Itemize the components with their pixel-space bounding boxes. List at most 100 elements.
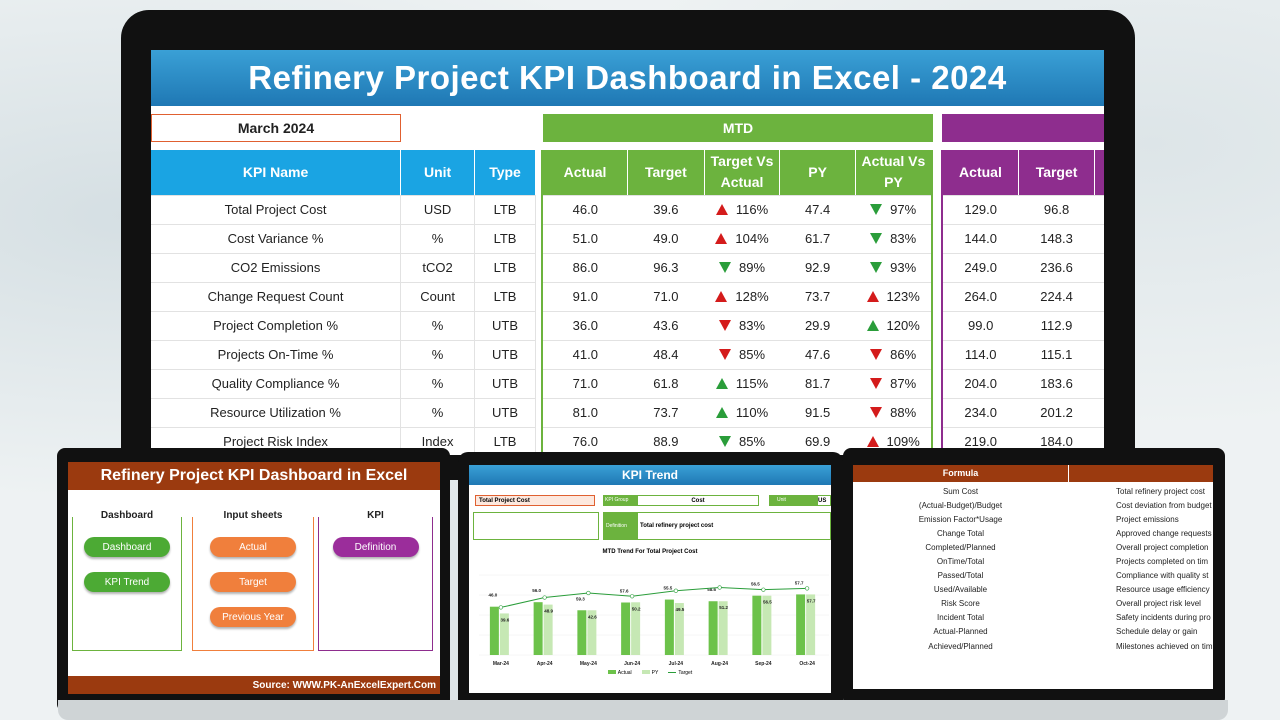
nav-screen: Refinery Project KPI Dashboard in Excel … bbox=[68, 462, 440, 694]
down-arrow-icon bbox=[870, 233, 883, 244]
dashboard-button[interactable]: Dashboard bbox=[84, 537, 170, 557]
formula-header: Formula bbox=[853, 465, 1213, 482]
data-label: 55.5 bbox=[663, 586, 672, 591]
mtd-py-cell: 69.9 bbox=[779, 427, 856, 455]
data-label: 56.5 bbox=[751, 582, 760, 587]
mtd-actual-cell: 76.0 bbox=[542, 427, 628, 455]
type-cell: LTB bbox=[474, 427, 536, 455]
type-cell: UTB bbox=[474, 369, 536, 399]
actual-bar bbox=[577, 610, 587, 655]
definition-button[interactable]: Definition bbox=[332, 537, 419, 557]
list-item: Emission Factor*Usage Project emissions bbox=[853, 512, 1213, 526]
table-row: 129.0 96.8 bbox=[942, 195, 1104, 225]
formula-cell: Achieved/Planned bbox=[928, 641, 993, 651]
ytd-actual-cell: 249.0 bbox=[942, 253, 1019, 283]
definition-cell: Total refinery project cost bbox=[1116, 486, 1205, 496]
target-vs-actual-cell: 85% bbox=[704, 427, 780, 455]
legend-target: Target bbox=[668, 670, 692, 676]
py-bar bbox=[631, 602, 641, 655]
mtd-target-cell: 96.3 bbox=[627, 253, 705, 283]
table-row: 36.0 43.6 83% 29.9 120% bbox=[542, 311, 932, 341]
ytd-more-cell bbox=[1094, 282, 1104, 312]
down-arrow-icon bbox=[870, 349, 883, 360]
ytd-header bbox=[942, 114, 1104, 142]
col-mtd-target-vs-actual: Target Vs Actual bbox=[704, 150, 781, 196]
mtd-target-cell: 39.6 bbox=[627, 195, 705, 225]
down-arrow-icon bbox=[719, 349, 732, 360]
table-row: Resource Utilization % % UTB bbox=[151, 398, 536, 428]
actual-vs-py-cell: 88% bbox=[855, 398, 932, 428]
kpi-name-cell: Total Project Cost bbox=[151, 195, 402, 225]
definition-cell: Approved change requests bbox=[1116, 528, 1212, 538]
ytd-actual-cell: 99.0 bbox=[942, 311, 1019, 341]
up-arrow-icon bbox=[866, 436, 879, 447]
list-item: Incident Total Safety incidents during p… bbox=[853, 611, 1213, 625]
py-bar bbox=[674, 603, 684, 655]
unit-cell: % bbox=[400, 340, 476, 370]
col-ytd-more bbox=[1094, 150, 1104, 196]
col-mtd-actual: Actual bbox=[542, 150, 629, 196]
col-mtd-target: Target bbox=[627, 150, 705, 196]
ytd-target-cell: 148.3 bbox=[1018, 224, 1095, 254]
kpi-name-cell: Quality Compliance % bbox=[151, 369, 402, 399]
target-vs-actual-cell: 89% bbox=[704, 253, 780, 283]
dashboard-title: Refinery Project KPI Dashboard in Excel … bbox=[151, 50, 1104, 106]
legend-py: PY bbox=[641, 670, 658, 676]
nav-title: Refinery Project KPI Dashboard in Excel bbox=[68, 462, 440, 490]
formula-screen: Formula Sum Cost Total refinery project … bbox=[853, 465, 1213, 689]
py-bar bbox=[587, 610, 597, 655]
ytd-actual-cell: 204.0 bbox=[942, 369, 1019, 399]
col-ytd-actual: Actual bbox=[942, 150, 1019, 196]
actual-sheet-button[interactable]: Actual bbox=[210, 537, 296, 557]
py-bar bbox=[762, 595, 772, 655]
actual-vs-py-cell: 123% bbox=[855, 282, 932, 312]
definition-cell: Schedule delay or gain bbox=[1116, 627, 1198, 637]
kpi-select[interactable]: Total Project Cost bbox=[475, 495, 595, 506]
ytd-actual-cell: 114.0 bbox=[942, 340, 1019, 370]
definition-cell: Overall project risk level bbox=[1116, 599, 1201, 609]
mtd-header: MTD bbox=[543, 114, 933, 142]
target-line bbox=[500, 586, 808, 608]
down-arrow-icon bbox=[870, 407, 883, 418]
x-tick-label: Jun-24 bbox=[624, 661, 640, 667]
ytd-target-cell: 115.1 bbox=[1018, 340, 1095, 370]
down-arrow-icon bbox=[870, 262, 883, 273]
target-point bbox=[498, 605, 503, 610]
target-point bbox=[630, 594, 635, 599]
col-mtd-actual-vs-py: Actual Vs PY bbox=[855, 150, 933, 196]
ytd-actual-cell: 144.0 bbox=[942, 224, 1019, 254]
previous-year-button[interactable]: Previous Year bbox=[210, 607, 296, 627]
chart-legend: Actual PY Target bbox=[469, 670, 831, 676]
target-vs-actual-cell: 104% bbox=[704, 224, 780, 254]
formula-cell: Actual-Planned bbox=[933, 627, 988, 637]
definition-value: Total refinery project cost bbox=[637, 512, 831, 540]
table-row: 264.0 224.4 bbox=[942, 282, 1104, 312]
actual-bar bbox=[621, 602, 631, 655]
main-dashboard-screen: Refinery Project KPI Dashboard in Excel … bbox=[151, 50, 1104, 455]
formula-cell: Completed/Planned bbox=[925, 542, 996, 552]
definition-cell: Compliance with quality st bbox=[1116, 571, 1209, 581]
table-row: 86.0 96.3 89% 92.9 93% bbox=[542, 253, 932, 283]
data-label: 50.2 bbox=[632, 606, 641, 611]
kpi-trend-button[interactable]: KPI Trend bbox=[84, 572, 170, 592]
kpi-name-cell: Change Request Count bbox=[151, 282, 402, 312]
mtd-target-cell: 61.8 bbox=[627, 369, 705, 399]
mtd-trend-chart: 46.0 39.6 Mar-24 56.0 48.9 Apr-24 59.3 42.6 May-… bbox=[479, 574, 829, 667]
definition-cell: Safety incidents during pro bbox=[1116, 613, 1211, 623]
down-arrow-icon bbox=[870, 378, 883, 389]
mtd-py-cell: 47.4 bbox=[779, 195, 856, 225]
group-input-sheets: Input sheets Actual Target Previous Year bbox=[192, 510, 314, 651]
down-arrow-icon bbox=[719, 262, 732, 273]
up-arrow-icon bbox=[715, 291, 728, 302]
table-row: 249.0 236.6 bbox=[942, 253, 1104, 283]
target-sheet-button[interactable]: Target bbox=[210, 572, 296, 592]
mtd-target-cell: 71.0 bbox=[627, 282, 705, 312]
ytd-more-cell bbox=[1094, 340, 1104, 370]
table-row: 71.0 61.8 115% 81.7 87% bbox=[542, 369, 932, 399]
data-label: 57.7 bbox=[795, 580, 804, 585]
mtd-actual-cell: 81.0 bbox=[542, 398, 628, 428]
month-selector[interactable]: March 2024 bbox=[151, 114, 401, 142]
mtd-py-cell: 29.9 bbox=[779, 311, 856, 341]
kpi-name-cell: Project Completion % bbox=[151, 311, 402, 341]
down-arrow-icon bbox=[870, 204, 883, 215]
